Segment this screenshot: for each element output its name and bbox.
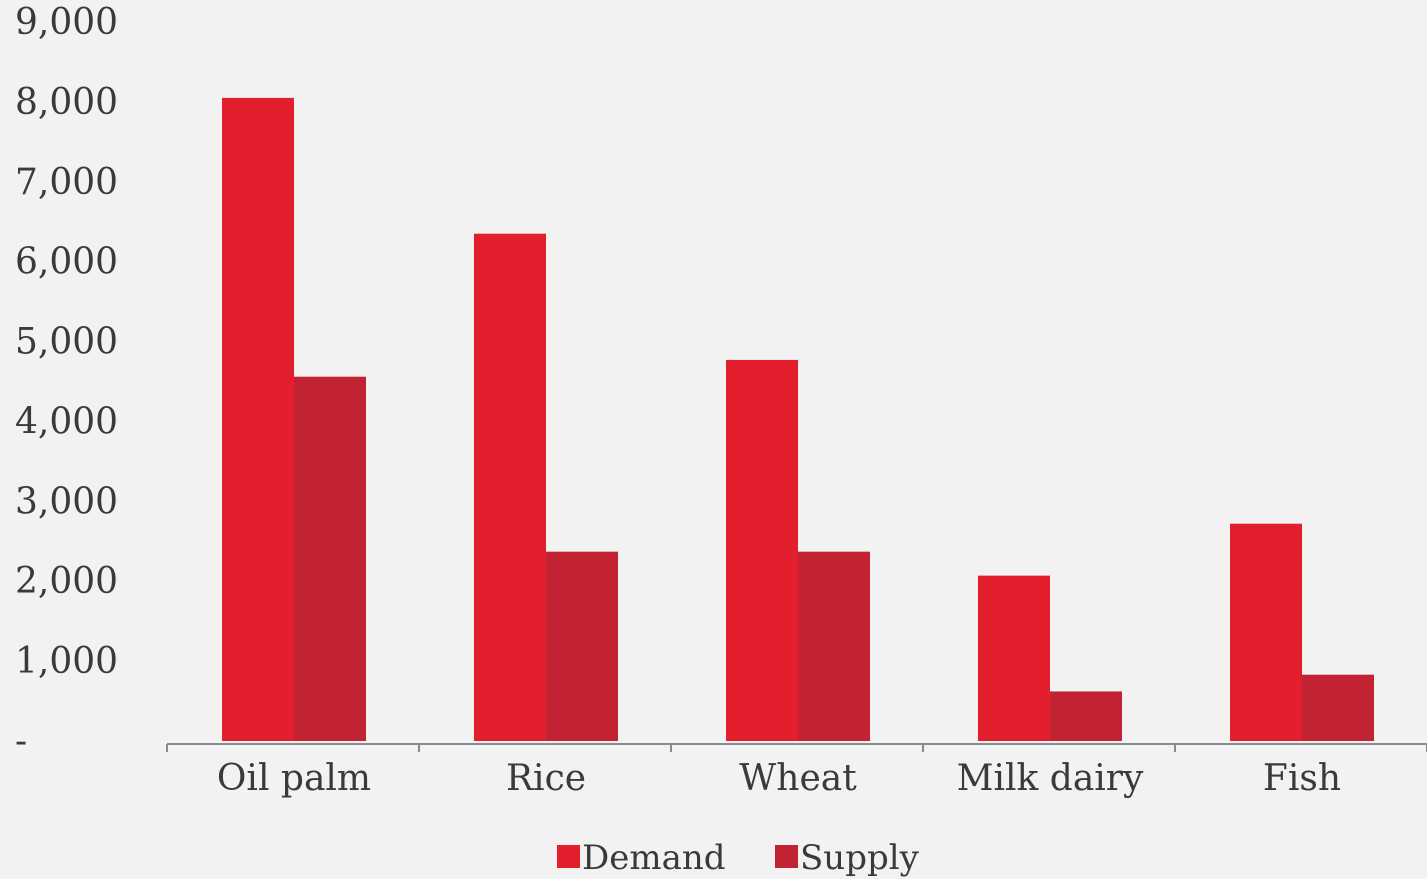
bar-demand-milk-dairy (978, 575, 1050, 741)
legend-swatch-supply (775, 845, 798, 868)
legend-label-demand: Demand (582, 838, 726, 878)
y-tick-label: 6,000 (15, 242, 118, 283)
legend-label-supply: Supply (800, 838, 920, 878)
y-tick-label: 5,000 (15, 322, 118, 363)
y-tick-label: 2,000 (15, 561, 118, 602)
bars (222, 97, 1374, 741)
bar-demand-fish (1230, 523, 1302, 741)
bar-demand-rice (474, 233, 546, 741)
bar-supply-wheat (798, 551, 870, 741)
y-axis-ticks: - 1,000 2,000 3,000 4,000 5,000 6,000 7,000 8,00… (15, 2, 118, 762)
y-tick-label: 8,000 (15, 82, 118, 123)
y-tick-label: 9,000 (15, 2, 118, 43)
bar-supply-fish (1302, 674, 1374, 741)
x-category-label: Rice (506, 758, 586, 799)
x-category-label: Milk dairy (957, 758, 1144, 799)
bar-supply-milk-dairy (1050, 691, 1122, 741)
y-tick-label: 7,000 (15, 162, 118, 203)
bar-supply-rice (546, 551, 618, 741)
legend-swatch-demand (557, 845, 580, 868)
y-tick-label: 3,000 (15, 481, 118, 522)
x-category-label: Oil palm (217, 758, 371, 799)
bar-supply-oil-palm (294, 376, 366, 741)
y-tick-label: 4,000 (15, 401, 118, 442)
x-category-label: Fish (1263, 758, 1341, 799)
category-labels: Oil palm Rice Wheat Milk dairy Fish (217, 758, 1341, 799)
y-tick-label: 1,000 (15, 641, 118, 682)
legend: Demand Supply (557, 838, 920, 878)
y-tick-label: - (15, 721, 27, 762)
x-category-label: Wheat (739, 758, 857, 799)
x-axis (166, 743, 1427, 752)
bar-demand-wheat (726, 359, 798, 741)
bar-demand-oil-palm (222, 97, 294, 741)
